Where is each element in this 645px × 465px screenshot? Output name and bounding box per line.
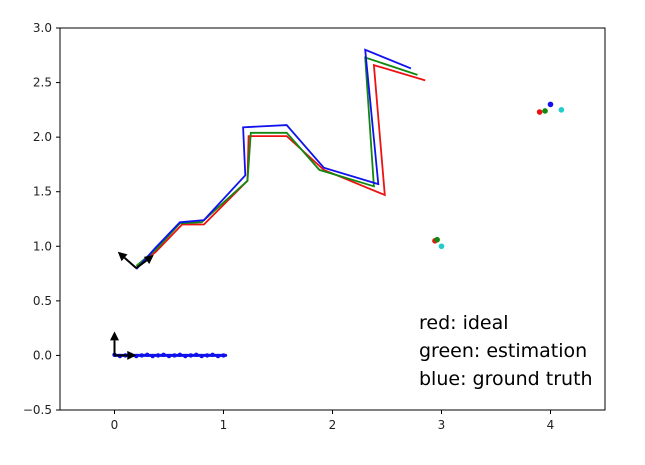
legend-entry-ideal: red: ideal	[419, 312, 509, 334]
pose-arrow	[117, 251, 137, 269]
y-tick-label: 1.5	[33, 185, 52, 199]
y-tick-label: 1.0	[33, 239, 52, 253]
data-point	[434, 236, 440, 243]
data-point	[536, 109, 543, 115]
data-point	[547, 101, 554, 108]
x-tick-label: 3	[438, 418, 446, 432]
series-line-ground-truth	[135, 48, 412, 270]
y-tick-label: 2.5	[33, 76, 52, 90]
y-tick-label: 0.0	[33, 348, 52, 362]
pose-arrow	[110, 331, 119, 356]
legend-entry-ground-truth: blue: ground truth	[419, 368, 593, 390]
data-point	[438, 243, 445, 250]
legend-entry-estimation: green: estimation	[419, 340, 587, 362]
series-line-ideal	[135, 63, 426, 269]
y-tick-label: 3.0	[33, 21, 52, 35]
pose-arrow	[114, 350, 137, 360]
y-tick-label: −0.5	[23, 403, 52, 417]
y-tick-label: 2.0	[33, 130, 52, 144]
data-point	[542, 108, 548, 114]
data-point	[558, 107, 565, 113]
x-tick-label: 2	[329, 418, 337, 432]
x-tick-label: 0	[111, 418, 119, 432]
legend: red: ideal green: estimation blue: groun…	[419, 312, 593, 390]
y-tick-label: 0.5	[33, 294, 52, 308]
x-tick-label: 4	[547, 418, 555, 432]
series-line-estimation	[135, 56, 418, 267]
pose-arrow	[135, 255, 154, 269]
x-tick-label: 1	[220, 418, 228, 432]
